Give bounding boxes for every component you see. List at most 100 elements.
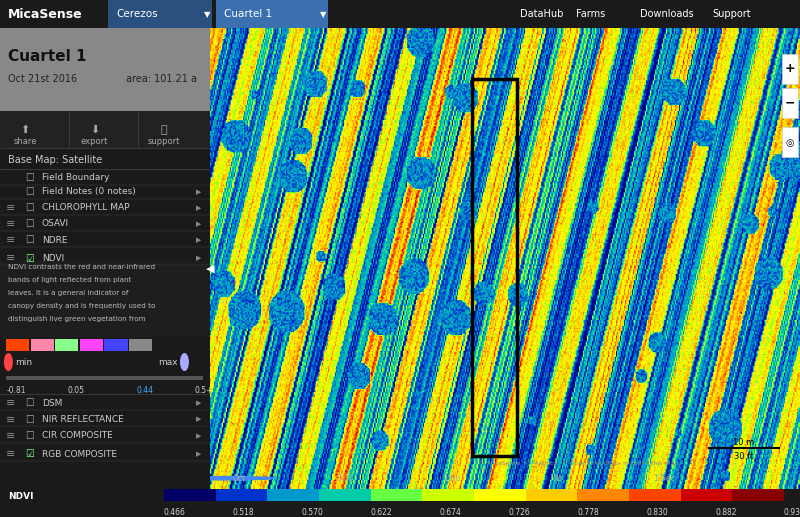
Text: bands of light reflected from plant: bands of light reflected from plant: [8, 277, 132, 283]
Text: NDVI: NDVI: [42, 254, 64, 263]
Text: Field Boundary: Field Boundary: [42, 174, 110, 183]
Text: area: 101.21 a: area: 101.21 a: [126, 74, 197, 84]
Text: ☐: ☐: [25, 203, 34, 213]
Text: ☐: ☐: [25, 219, 34, 229]
Text: Field Notes (0 notes): Field Notes (0 notes): [42, 187, 136, 196]
Circle shape: [180, 477, 274, 480]
Bar: [6, 339, 30, 351]
Text: ▶: ▶: [197, 433, 202, 438]
Text: 1.Dec: 1.Dec: [654, 474, 675, 483]
Text: ☐: ☐: [25, 415, 34, 424]
Text: support: support: [147, 136, 180, 146]
Text: ▼: ▼: [320, 10, 326, 19]
Text: ◀: ◀: [206, 264, 214, 274]
Text: NDVI: NDVI: [8, 492, 34, 501]
Text: ▶: ▶: [197, 401, 202, 406]
Circle shape: [181, 354, 188, 370]
Text: min: min: [14, 358, 32, 367]
Bar: [474, 489, 526, 501]
Text: ≡: ≡: [6, 415, 16, 424]
Text: 0.726: 0.726: [509, 508, 530, 517]
Text: 10 m: 10 m: [734, 438, 754, 447]
Bar: [6, 376, 203, 381]
Text: ≡: ≡: [6, 399, 16, 408]
Bar: [31, 339, 54, 351]
Bar: [526, 489, 578, 501]
Text: Downloads: Downloads: [640, 9, 694, 19]
Text: export: export: [81, 136, 108, 146]
Bar: [782, 54, 798, 84]
Text: +: +: [785, 63, 795, 75]
Text: NDRE: NDRE: [42, 236, 67, 245]
Text: ☐: ☐: [25, 399, 34, 408]
Text: Farms: Farms: [576, 9, 606, 19]
Bar: [0, 28, 210, 111]
Text: Oct: Oct: [233, 474, 246, 483]
Bar: [472, 79, 517, 457]
Text: 0.44: 0.44: [136, 386, 154, 396]
Text: 0.01: 0.01: [337, 474, 354, 483]
Text: −: −: [785, 97, 795, 110]
Bar: [578, 489, 629, 501]
Text: ◎: ◎: [786, 138, 794, 147]
Text: 0.674: 0.674: [439, 508, 462, 517]
Bar: [80, 339, 103, 351]
Text: distinguish live green vegetation from: distinguish live green vegetation from: [8, 315, 146, 322]
Bar: [164, 489, 216, 501]
Bar: [267, 489, 319, 501]
Text: 0.934: 0.934: [784, 508, 800, 517]
Bar: [216, 0, 328, 28]
Text: Oct 21st 2016: Oct 21st 2016: [8, 74, 78, 84]
Text: ≡: ≡: [6, 203, 16, 213]
Text: CIR COMPOSITE: CIR COMPOSITE: [42, 431, 113, 440]
Bar: [216, 489, 267, 501]
Bar: [129, 339, 152, 351]
Text: ▶: ▶: [197, 205, 202, 211]
Text: ⬆: ⬆: [21, 125, 30, 134]
Text: Support: Support: [712, 9, 750, 19]
Text: 0.518: 0.518: [233, 508, 254, 517]
Text: © MicaSense  © Mapbox  © OpenStreetMap  improve this map: © MicaSense © Mapbox © OpenStreetMap imp…: [479, 460, 678, 465]
Text: ☐: ☐: [25, 187, 34, 197]
Text: ⬇: ⬇: [90, 125, 99, 134]
Text: ☑: ☑: [25, 253, 34, 264]
Bar: [782, 127, 798, 157]
Bar: [319, 489, 370, 501]
Text: 0.778: 0.778: [578, 508, 599, 517]
Text: leaves. It is a general indicator of: leaves. It is a general indicator of: [8, 290, 129, 296]
Text: NIR REFLECTANCE: NIR REFLECTANCE: [42, 415, 124, 424]
Text: ▶: ▶: [197, 255, 202, 262]
Text: DataHub: DataHub: [520, 9, 563, 19]
Bar: [708, 447, 780, 449]
Text: ≡: ≡: [6, 431, 16, 440]
Text: 0.466: 0.466: [164, 508, 186, 517]
Text: ▶: ▶: [197, 417, 202, 422]
Text: ▶: ▶: [197, 221, 202, 227]
Text: ▼: ▼: [204, 10, 210, 19]
Bar: [370, 489, 422, 501]
Text: 30 ft: 30 ft: [734, 452, 754, 461]
Text: 0.05: 0.05: [67, 386, 84, 396]
Bar: [108, 0, 212, 28]
Text: 0.830: 0.830: [646, 508, 668, 517]
Text: ☑: ☑: [25, 449, 34, 459]
Text: -0.81: -0.81: [6, 386, 26, 396]
Text: ☐: ☐: [25, 173, 34, 183]
Text: 0.5+: 0.5+: [195, 386, 214, 396]
Bar: [0, 261, 210, 337]
Text: Base Map: Satellite: Base Map: Satellite: [8, 155, 102, 165]
Text: 1.No: 1.No: [443, 474, 461, 483]
Bar: [681, 489, 732, 501]
Bar: [782, 88, 798, 118]
Text: ≡: ≡: [6, 219, 16, 229]
Text: 0.570: 0.570: [302, 508, 324, 517]
Text: Cuartel 1: Cuartel 1: [8, 49, 87, 64]
Bar: [422, 489, 474, 501]
Text: DSM: DSM: [42, 399, 62, 408]
Text: RGB COMPOSITE: RGB COMPOSITE: [42, 450, 117, 459]
Text: ▶: ▶: [197, 189, 202, 195]
Text: ▶: ▶: [197, 451, 202, 457]
Bar: [0, 111, 210, 148]
Bar: [732, 489, 784, 501]
Text: ☐: ☐: [25, 431, 34, 440]
